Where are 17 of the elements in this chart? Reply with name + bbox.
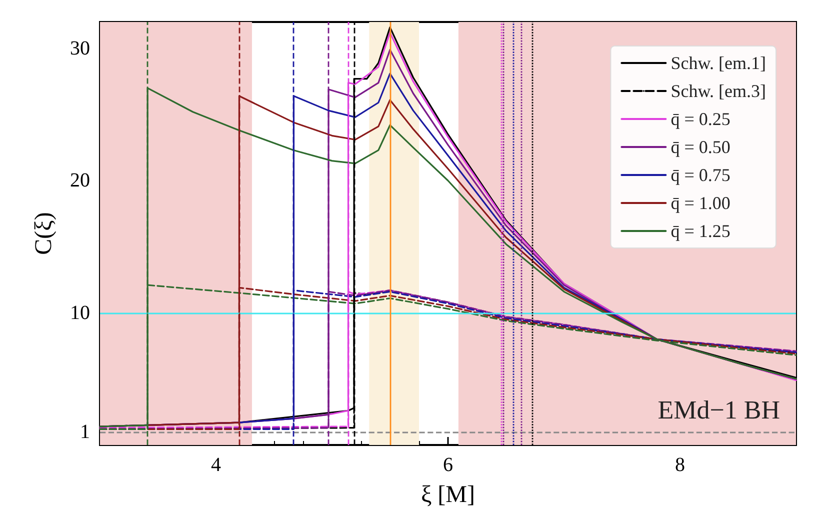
y-tick-label: 10 xyxy=(70,302,90,324)
legend-label: q̄ = 1.00 xyxy=(670,193,730,213)
legend-label: Schw. [em.3] xyxy=(670,81,766,101)
y-axis-title: C(ξ) xyxy=(31,212,57,255)
x-axis-title: ξ [M] xyxy=(420,482,476,508)
x-tick-label: 4 xyxy=(211,454,221,476)
legend-label: q̄ = 0.50 xyxy=(670,137,730,157)
x-tick-label: 8 xyxy=(675,454,685,476)
y-tick-label: 30 xyxy=(70,37,90,60)
y-tick-label: 1 xyxy=(80,420,90,443)
y-tick-label: 20 xyxy=(70,170,90,192)
legend-label: q̄ = 1.25 xyxy=(670,221,730,241)
legend-label: q̄ = 0.75 xyxy=(670,165,730,185)
annotation: EMd−1 BH xyxy=(658,396,780,424)
legend-label: q̄ = 0.25 xyxy=(670,109,730,129)
legend-label: Schw. [em.1] xyxy=(670,53,766,73)
x-tick-label: 6 xyxy=(443,454,453,476)
